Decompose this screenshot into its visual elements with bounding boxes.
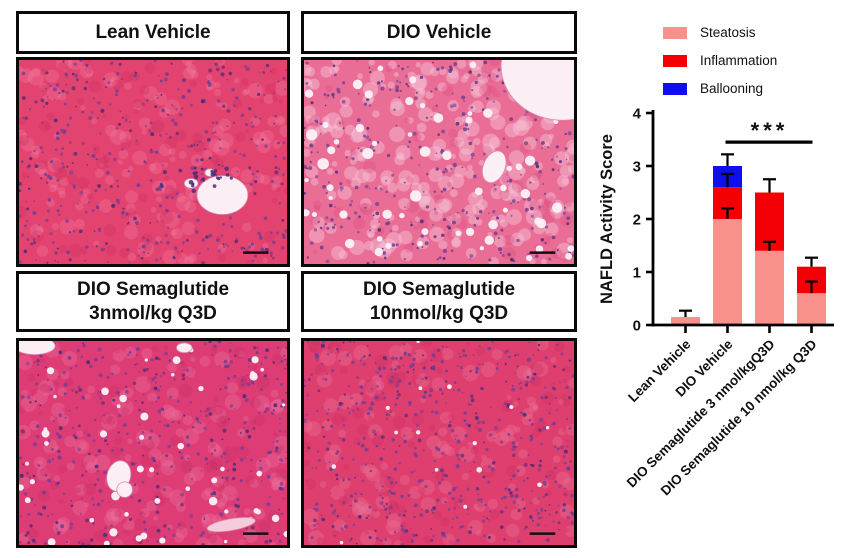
y-axis-label: NAFLD Activity Score bbox=[598, 134, 616, 304]
nuclei bbox=[19, 341, 287, 545]
legend-label-steatosis: Steatosis bbox=[700, 25, 756, 40]
nuclei bbox=[19, 60, 287, 264]
tissue-base bbox=[304, 341, 574, 545]
legend-label-ballooning: Ballooning bbox=[700, 81, 764, 96]
tissue-base bbox=[19, 341, 287, 545]
y-tick-label: 1 bbox=[633, 265, 641, 282]
chart-bar-segment bbox=[797, 293, 826, 325]
scale-bar bbox=[242, 532, 269, 535]
micrograph-lean-vehicle bbox=[16, 57, 290, 267]
tissue-base bbox=[19, 60, 287, 264]
tissue-dark-mottle bbox=[19, 345, 287, 545]
error-bars bbox=[679, 153, 818, 318]
nuclei bbox=[304, 341, 574, 545]
steatosis-swatch-icon bbox=[663, 26, 687, 39]
x-axis-category-label: DIO Semaglutide 10 nmol/kg Q3D bbox=[658, 336, 820, 498]
periportal-nuclei-cluster bbox=[188, 156, 233, 194]
lipid-droplets bbox=[331, 341, 550, 545]
panel-title-dio-vehicle: DIO Vehicle bbox=[301, 11, 577, 54]
chart-legend: Steatosis Inflammation Ballooning bbox=[663, 22, 777, 99]
chart-bar-segment bbox=[671, 317, 700, 325]
micrograph-dio-vehicle bbox=[301, 57, 577, 267]
y-tick-label: 4 bbox=[633, 106, 642, 123]
y-ticks: 0 1 2 3 4 bbox=[633, 106, 653, 335]
legend-item-steatosis: Steatosis bbox=[663, 22, 777, 43]
micrograph-dio-semaglutide-3 bbox=[16, 338, 290, 548]
panel-title-dio-semaglutide-10: DIO Semaglutide 10nmol/kg Q3D bbox=[301, 271, 577, 332]
lipid-droplets bbox=[19, 347, 287, 545]
legend-item-ballooning: Ballooning bbox=[663, 78, 777, 99]
y-tick-label: 3 bbox=[633, 159, 641, 176]
vessels bbox=[19, 341, 256, 533]
significance-stars: *** bbox=[751, 118, 789, 143]
legend-item-inflammation: Inflammation bbox=[663, 50, 777, 71]
chart-bar-segment bbox=[755, 250, 784, 325]
scale-bar bbox=[529, 532, 556, 535]
bar-series bbox=[671, 166, 826, 325]
y-tick-label: 0 bbox=[633, 318, 641, 335]
legend-label-inflammation: Inflammation bbox=[700, 53, 778, 68]
scale-bar bbox=[529, 251, 556, 254]
micrograph-dio-semaglutide-10 bbox=[301, 338, 577, 548]
vessels bbox=[481, 60, 574, 184]
scale-bar bbox=[242, 251, 269, 254]
ballooning-swatch-icon bbox=[663, 82, 687, 95]
panel-title-lean-vehicle: Lean Vehicle bbox=[16, 11, 290, 54]
panel-title-dio-semaglutide-3: DIO Semaglutide 3nmol/kg Q3D bbox=[16, 271, 290, 332]
y-tick-label: 2 bbox=[633, 212, 641, 229]
inflammation-swatch-icon bbox=[663, 54, 687, 67]
chart-bar-segment bbox=[713, 219, 742, 325]
lipid-droplets bbox=[304, 61, 574, 262]
tissue-light-mottle bbox=[304, 341, 574, 545]
